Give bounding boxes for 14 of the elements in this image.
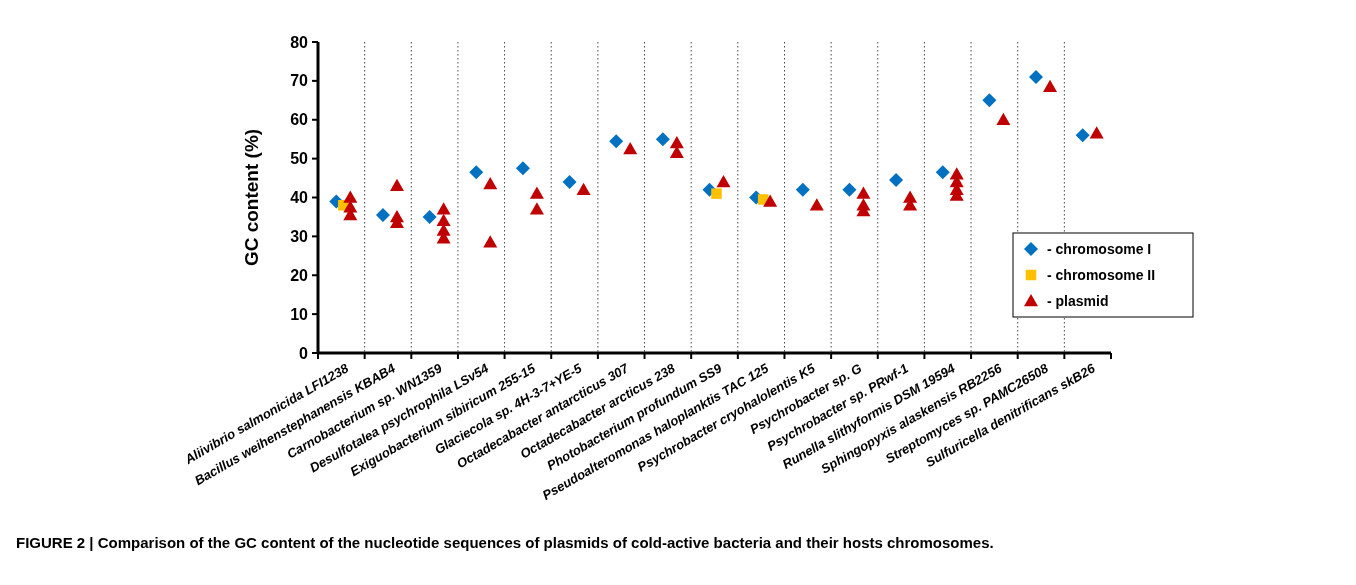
y-tick-label: 40 (290, 189, 309, 207)
y-tick-label: 60 (290, 111, 309, 129)
y-tick-label: 10 (290, 305, 309, 323)
caption: FIGURE 2 | Comparison of the GC content of the nucleotide sequences of plasmids of cold-active bacteria and their hosts chromosomes. (16, 534, 994, 551)
y-tick-label: 20 (290, 266, 309, 284)
legend-label: - chromosome I (1047, 240, 1152, 257)
y-tick-label: 70 (290, 72, 309, 90)
y-tick-label: 80 (290, 33, 309, 51)
y-tick-label: 50 (290, 150, 309, 168)
legend-label: - plasmid (1047, 292, 1109, 309)
y-axis-title: GC content (%) (241, 128, 262, 267)
y-tick-label: 30 (290, 227, 309, 245)
y-tick-label: 0 (299, 344, 309, 362)
legend-label: - chromosome II (1047, 266, 1156, 283)
